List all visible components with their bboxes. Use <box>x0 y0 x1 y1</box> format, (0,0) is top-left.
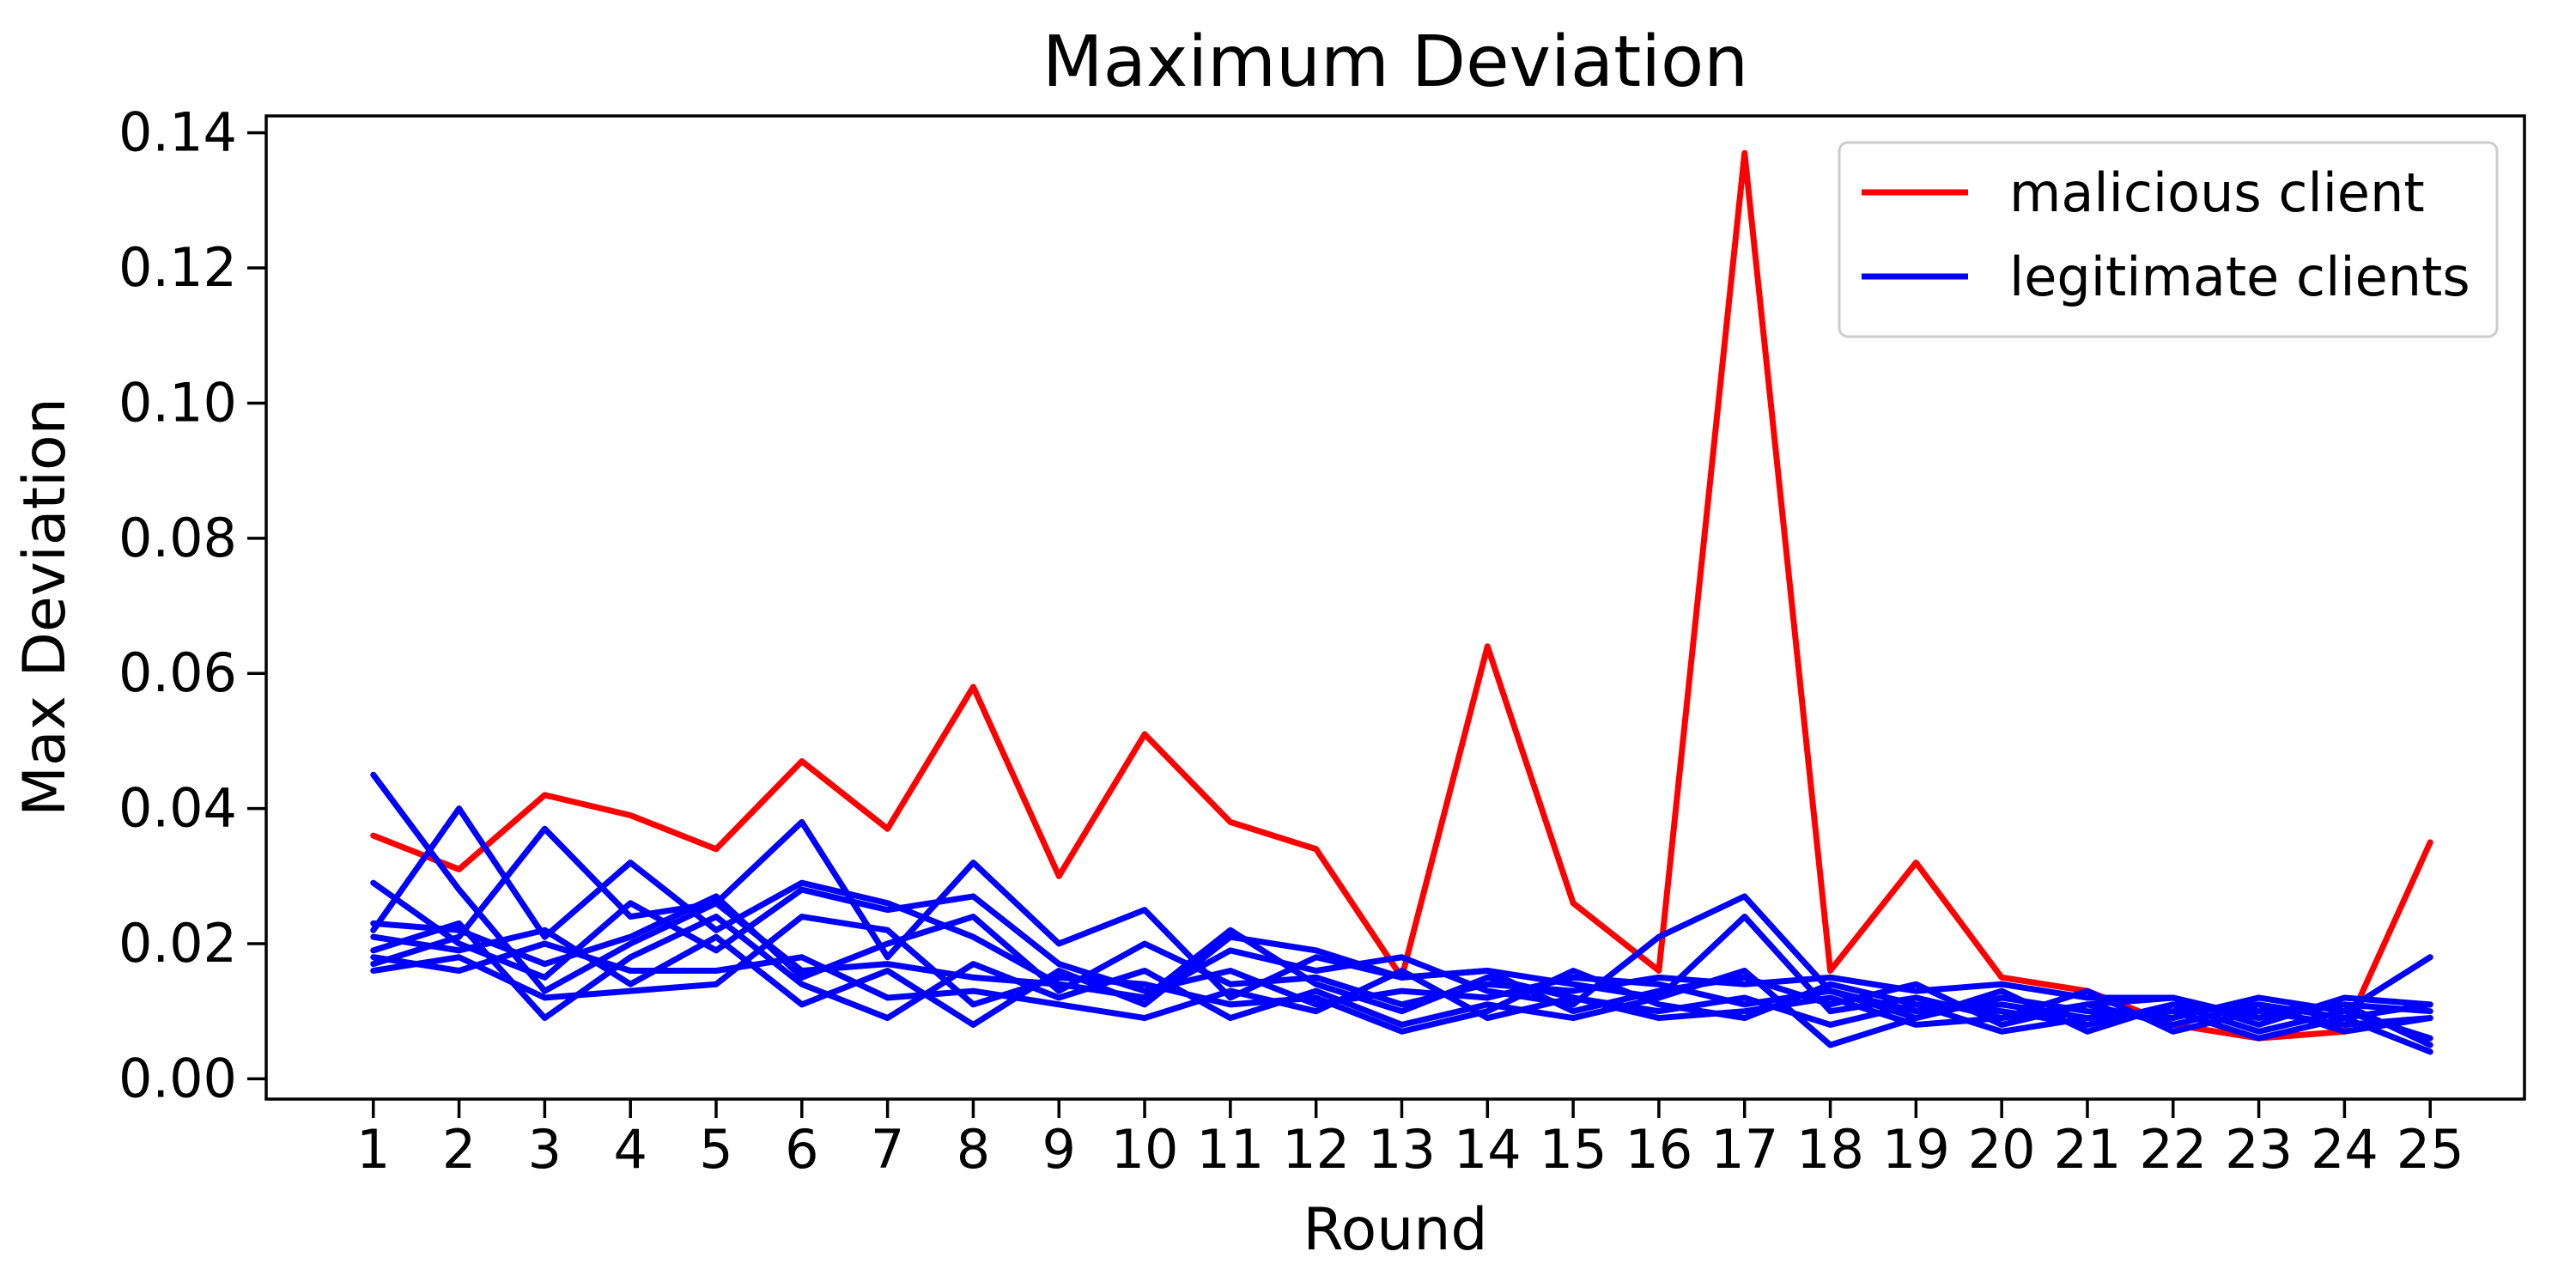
x-tick-label: 9 <box>1042 1118 1076 1181</box>
x-tick-label: 8 <box>957 1118 990 1181</box>
x-tick-label: 1 <box>356 1118 390 1181</box>
legend-box <box>1838 141 2499 338</box>
x-tick-label: 22 <box>2139 1118 2207 1181</box>
x-tick-label: 18 <box>1796 1118 1864 1181</box>
series-line-legitimate <box>370 914 2433 1055</box>
x-tick-label: 4 <box>613 1118 647 1181</box>
series-lines <box>370 149 2433 1055</box>
series-line-legitimate <box>370 940 2433 1048</box>
x-axis-ticks: 1 2 3 4 5 6 7 8 9 10 11 12 13 14 15 16 17 18 19 20 21 22 23 24 2… <box>356 1099 2464 1181</box>
x-tick-label: 7 <box>871 1118 904 1181</box>
x-tick-label: 23 <box>2225 1118 2293 1181</box>
series-line-legitimate <box>370 805 2433 1022</box>
y-axis-label: Max Deviation <box>11 398 79 816</box>
y-axis-ticks: 0.00 0.02 0.04 0.06 0.08 0.10 0.12 0.14 <box>118 101 266 1109</box>
x-tick-label: 5 <box>699 1118 732 1181</box>
y-tick-label: 0.14 <box>118 101 237 164</box>
x-tick-label: 16 <box>1625 1118 1692 1181</box>
x-tick-label: 6 <box>785 1118 818 1181</box>
x-tick-label: 14 <box>1454 1118 1522 1181</box>
x-tick-label: 17 <box>1710 1118 1778 1181</box>
x-tick-label: 11 <box>1196 1118 1264 1181</box>
y-tick-label: 0.06 <box>118 641 237 704</box>
y-tick-label: 0.02 <box>118 912 237 975</box>
legend-label-legitimate: legitimate clients <box>2009 246 2470 308</box>
x-tick-label: 24 <box>2311 1118 2379 1181</box>
y-tick-label: 0.04 <box>118 777 237 840</box>
series-line-legitimate <box>370 927 2433 1035</box>
x-tick-label: 13 <box>1368 1118 1436 1181</box>
legend: malicious client legitimate clients <box>1838 141 2499 338</box>
x-tick-label: 15 <box>1540 1118 1607 1181</box>
y-tick-label: 0.08 <box>118 507 237 569</box>
y-tick-label: 0.12 <box>118 236 237 299</box>
x-tick-label: 3 <box>528 1118 562 1181</box>
y-tick-label: 0.00 <box>118 1047 237 1109</box>
x-tick-label: 19 <box>1882 1118 1950 1181</box>
x-tick-label: 25 <box>2397 1118 2464 1181</box>
x-tick-label: 20 <box>1968 1118 2036 1181</box>
series-line-legitimate <box>370 914 2433 1048</box>
x-tick-label: 2 <box>442 1118 476 1181</box>
x-tick-label: 21 <box>2054 1118 2122 1181</box>
y-tick-label: 0.10 <box>118 371 237 434</box>
legend-label-malicious: malicious client <box>2009 161 2425 224</box>
x-tick-label: 12 <box>1282 1118 1350 1181</box>
x-axis-label: Round <box>1303 1196 1487 1264</box>
chart-title: Maximum Deviation <box>1042 21 1748 103</box>
x-tick-label: 10 <box>1111 1118 1179 1181</box>
series-line-legitimate <box>370 893 2433 1028</box>
plot-frame <box>264 114 2526 1101</box>
